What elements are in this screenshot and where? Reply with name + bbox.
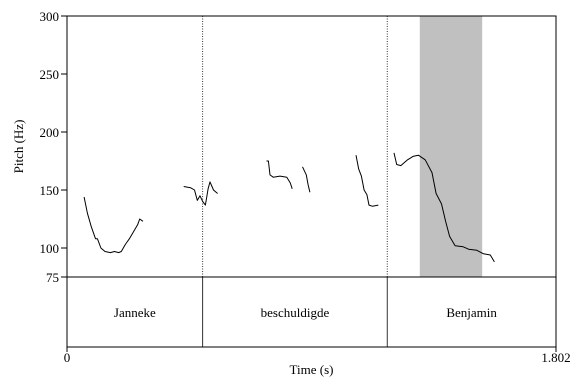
pitch-contour-segment <box>355 155 379 207</box>
highlight-region <box>419 16 483 277</box>
word-label: Benjamin <box>446 305 497 320</box>
pitch-contour-segment <box>302 166 311 193</box>
x-tick-label: 1.802 <box>541 350 570 365</box>
y-tick-label: 250 <box>40 67 60 82</box>
y-tick-label: 75 <box>46 270 59 285</box>
y-axis-label: Pitch (Hz) <box>11 120 26 174</box>
plot-frame <box>66 15 557 348</box>
x-axis-label: Time (s) <box>290 362 334 377</box>
pitch-contour-segment <box>266 160 293 189</box>
word-label: Janneke <box>114 305 156 320</box>
pitch-contour-segment <box>83 196 144 254</box>
y-tick-label: 300 <box>40 9 60 24</box>
word-label: beschuldigde <box>261 305 330 320</box>
y-tick-label: 100 <box>40 241 60 256</box>
y-tick-label: 200 <box>40 125 60 140</box>
x-tick-label: 0 <box>64 350 71 365</box>
y-tick-label: 150 <box>40 183 60 198</box>
pitch-contour-segment <box>393 152 495 263</box>
pitch-contour-segment <box>183 181 218 206</box>
